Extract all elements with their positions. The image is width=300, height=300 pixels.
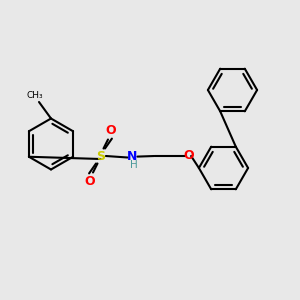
Text: O: O — [184, 149, 194, 162]
Text: S: S — [96, 149, 105, 163]
Text: O: O — [106, 124, 116, 137]
Text: N: N — [127, 149, 137, 163]
Text: H: H — [130, 160, 137, 170]
Text: CH₃: CH₃ — [26, 91, 43, 100]
Text: O: O — [85, 175, 95, 188]
